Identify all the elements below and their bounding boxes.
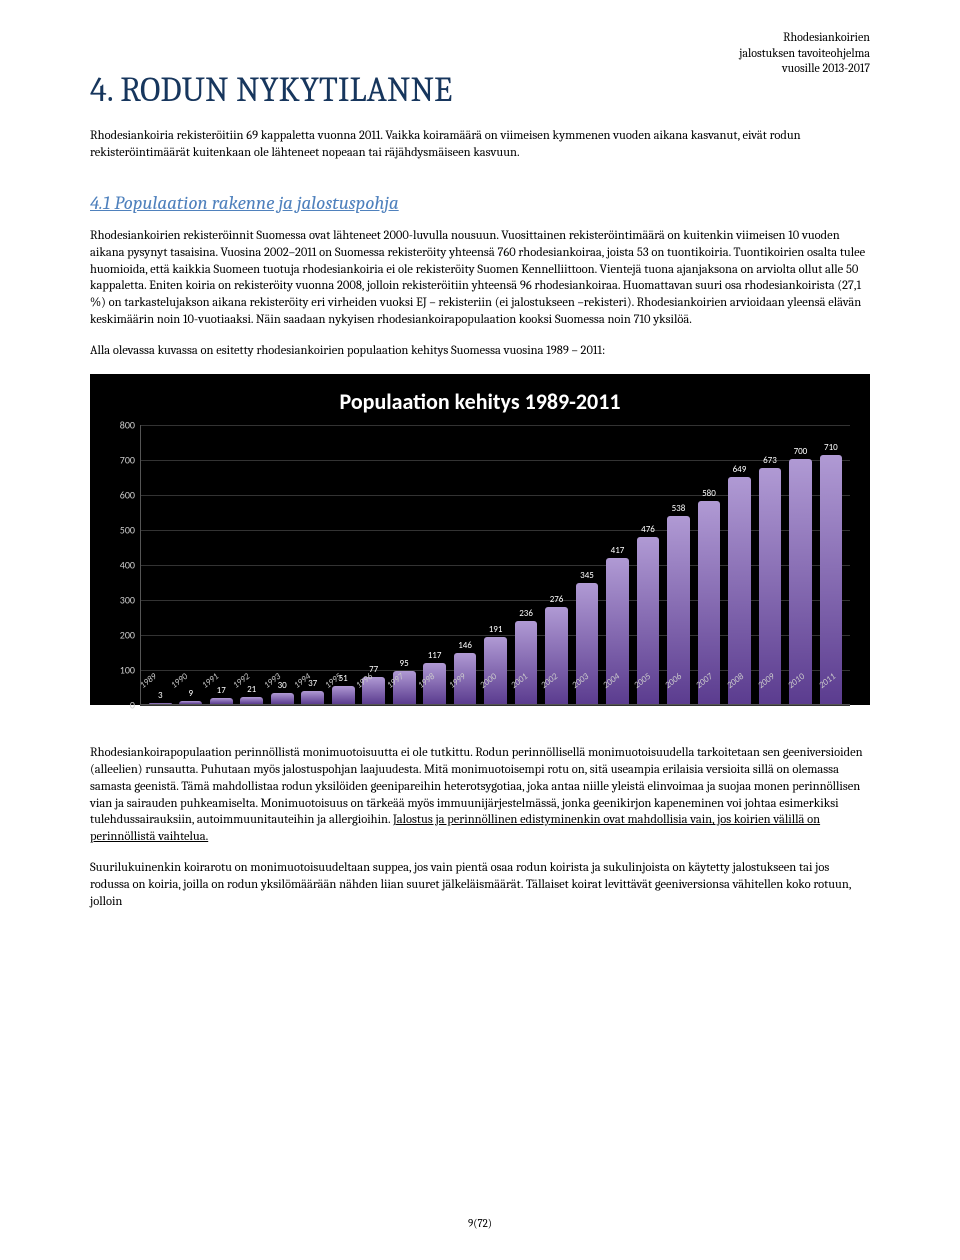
bar-wrap: 30 (268, 425, 296, 704)
page-number: 9(72) (0, 1217, 960, 1230)
bar-wrap: 538 (664, 425, 692, 704)
bar-value-label: 146 (458, 640, 472, 651)
bar-wrap: 476 (634, 425, 662, 704)
bar-value-label: 117 (428, 650, 442, 661)
bar-wrap: 236 (512, 425, 540, 704)
chart-title: Populaation kehitys 1989-2011 (90, 374, 870, 425)
bar-wrap: 710 (817, 425, 845, 704)
bar-wrap: 191 (481, 425, 509, 704)
bar-value-label: 191 (489, 624, 503, 635)
bar-value-label: 236 (519, 608, 533, 619)
x-tick-label: 2011 (812, 667, 857, 713)
bar-value-label: 700 (794, 446, 808, 457)
header-line3: vuosille 2013-2017 (739, 61, 870, 77)
bar-value-label: 417 (611, 545, 625, 556)
section-heading: 4.1 Populaation rakenne ja jalostuspohja (90, 192, 870, 214)
y-tick-label: 400 (120, 558, 135, 571)
y-tick-label: 300 (120, 593, 135, 606)
bar-value-label: 538 (672, 503, 686, 514)
chart-body: 0100200300400500600700800 39172130375177… (140, 425, 850, 705)
bar-value-label: 673 (763, 455, 777, 466)
bar-wrap: 37 (298, 425, 326, 704)
bar-wrap: 17 (207, 425, 235, 704)
y-tick-label: 800 (120, 418, 135, 431)
bar-wrap: 276 (542, 425, 570, 704)
y-tick-label: 500 (120, 523, 135, 536)
bar-value-label: 649 (733, 464, 747, 475)
y-tick-label: 100 (120, 663, 135, 676)
bar-wrap: 417 (603, 425, 631, 704)
bar-wrap: 673 (756, 425, 784, 704)
y-tick-label: 0 (130, 698, 135, 711)
y-tick-label: 700 (120, 453, 135, 466)
bar-value-label: 476 (641, 524, 655, 535)
bar-value-label: 345 (580, 570, 594, 581)
bar-value-label: 276 (550, 594, 564, 605)
body-paragraph-4: Suurilukuinenkin koirarotu on monimuotoi… (90, 860, 870, 911)
bar-wrap: 51 (329, 425, 357, 704)
bar-wrap: 146 (451, 425, 479, 704)
bar-wrap: 345 (573, 425, 601, 704)
header-line1: Rhodesiankoirien (739, 30, 870, 46)
bar-wrap: 649 (725, 425, 753, 704)
y-tick-label: 200 (120, 628, 135, 641)
body-paragraph-3: Rhodesiankoirapopulaation perinnöllistä … (90, 745, 870, 846)
chart-x-labels: 1989199019911992199319941995199619971998… (140, 665, 850, 699)
y-tick-label: 600 (120, 488, 135, 501)
bar-wrap: 700 (786, 425, 814, 704)
chart-plot-area: 3917213037517795 117 146 191 236 276 345 417 476… (140, 425, 850, 705)
bar-wrap: 3 (146, 425, 174, 704)
intro-paragraph: Rhodesiankoiria rekisteröitiin 69 kappal… (90, 128, 870, 162)
header-line2: jalostuksen tavoiteohjelma (739, 46, 870, 62)
chart-y-axis: 0100200300400500600700800 (100, 425, 140, 705)
bar-wrap: 117 (420, 425, 448, 704)
body-paragraph-1: Rhodesiankoirien rekisteröinnit Suomessa… (90, 228, 870, 329)
population-chart: Populaation kehitys 1989-2011 0100200300… (90, 374, 870, 705)
bar-value-label: 710 (824, 442, 838, 453)
header-meta: Rhodesiankoirien jalostuksen tavoiteohje… (739, 30, 870, 77)
bar-wrap: 21 (237, 425, 265, 704)
body-paragraph-2: Alla olevassa kuvassa on esitetty rhodes… (90, 343, 870, 360)
bar-wrap: 9 (176, 425, 204, 704)
bar-wrap: 77 (359, 425, 387, 704)
bar-value-label: 580 (702, 488, 716, 499)
bar-wrap: 95 (390, 425, 418, 704)
bar-wrap: 580 (695, 425, 723, 704)
